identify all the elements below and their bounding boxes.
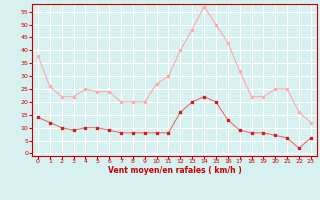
X-axis label: Vent moyen/en rafales ( km/h ): Vent moyen/en rafales ( km/h ) [108,166,241,175]
